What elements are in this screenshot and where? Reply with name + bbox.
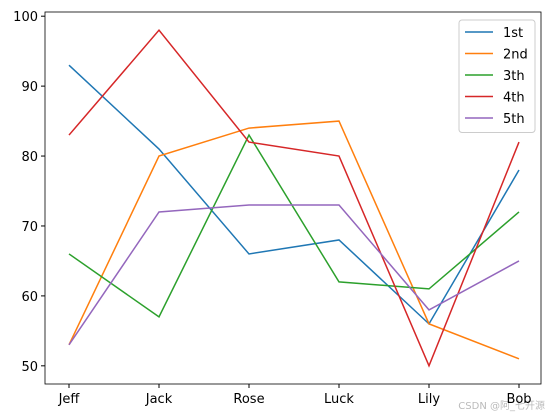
- legend-label: 4th: [503, 91, 525, 106]
- line-series: [68, 204, 520, 346]
- y-tick-label: 80: [21, 150, 38, 165]
- legend-box: [458, 19, 536, 133]
- line-series: [68, 133, 520, 318]
- y-tick-label: 60: [21, 290, 38, 305]
- x-tick-label: Luck: [324, 392, 354, 407]
- y-tick-label: 90: [21, 80, 38, 95]
- watermark: CSDN @阿_七开源: [458, 399, 545, 412]
- y-tick-label: 70: [21, 220, 38, 235]
- x-tick-label: Lily: [418, 392, 440, 407]
- x-tick-label: Bob: [506, 392, 531, 407]
- line-series: [68, 64, 520, 326]
- line-series: [68, 120, 520, 360]
- x-tick-label: Jeff: [58, 392, 81, 407]
- line-series: [68, 29, 520, 368]
- x-tick-label: Rose: [233, 392, 264, 407]
- plot-frame: [44, 11, 542, 385]
- x-tick-label: Jack: [145, 392, 173, 407]
- y-tick-label: 100: [13, 10, 38, 25]
- y-tick-label: 50: [21, 360, 38, 375]
- legend-label: 1st: [503, 26, 523, 41]
- legend-label: 2nd: [503, 48, 528, 63]
- legend-label: 5th: [503, 112, 525, 127]
- legend-label: 3th: [503, 69, 525, 84]
